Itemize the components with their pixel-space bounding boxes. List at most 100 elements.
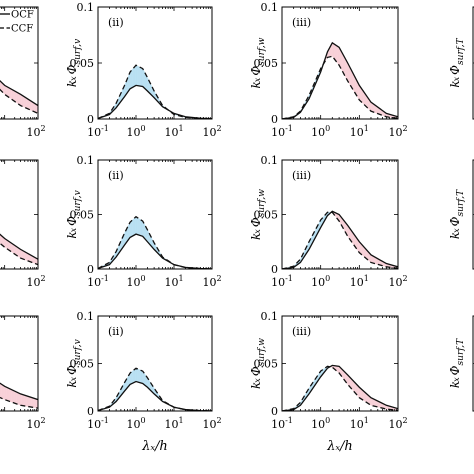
- x-tick-exponent: 2: [40, 416, 45, 425]
- y-axis-label-sub: surf,v: [73, 339, 83, 365]
- plot-area: [98, 215, 212, 269]
- series-line-ccf: [98, 215, 212, 269]
- panel-r1c4: kxΦsurf,T: [448, 6, 474, 120]
- y-axis-label: kxΦsurf,T: [448, 338, 466, 388]
- x-tick-exponent: 0: [325, 274, 330, 283]
- panel-label: (ii): [108, 325, 124, 338]
- x-tick-base: 10: [350, 276, 364, 289]
- y-tick-label: 0.1: [77, 310, 95, 323]
- y-axis-label-phi: Φ: [249, 66, 263, 76]
- y-axis-label-kx: x: [253, 378, 262, 383]
- x-tick-base: 10: [202, 126, 216, 139]
- series-line-ccf: [282, 211, 398, 269]
- x-tick-label: 100: [311, 274, 330, 289]
- x-tick-label: 10-1: [87, 416, 109, 431]
- plot-area: [282, 41, 398, 119]
- x-tick-label: 101: [164, 124, 183, 139]
- x-tick-exponent: 0: [140, 274, 145, 283]
- x-tick-exponent: 1: [364, 124, 369, 133]
- x-axis-label: λₓ/h: [141, 439, 168, 454]
- y-axis-label: kxΦsurf,w: [249, 338, 267, 389]
- x-tick-label: 102: [26, 124, 45, 139]
- series-line-ccf: [98, 367, 212, 411]
- series-line-ocf: [0, 79, 38, 107]
- x-tick-exponent: 2: [40, 274, 45, 283]
- x-tick-base: 10: [126, 418, 140, 431]
- x-tick-exponent: -1: [285, 124, 293, 133]
- x-tick-exponent: 0: [325, 124, 330, 133]
- plot-area: [282, 364, 398, 411]
- x-tick-exponent: 2: [216, 274, 221, 283]
- x-tick-label: 102: [388, 416, 407, 431]
- y-axis-label-phi: Φ: [65, 216, 79, 226]
- x-tick-base: 10: [164, 126, 178, 139]
- x-tick-label: 101: [350, 274, 369, 289]
- x-tick-exponent: -1: [285, 416, 293, 425]
- plot-area: [0, 233, 38, 266]
- x-tick-base: 10: [26, 276, 40, 289]
- x-tick-base: 10: [271, 276, 285, 289]
- x-tick-base: 10: [87, 418, 101, 431]
- y-axis-label: kxΦsurf,w: [249, 189, 267, 240]
- y-tick-label: 0.05: [70, 358, 95, 371]
- x-tick-exponent: -1: [101, 416, 109, 425]
- y-tick-label: 0: [87, 113, 94, 126]
- y-axis-label: kxΦsurf,v: [65, 339, 83, 387]
- x-tick-base: 10: [164, 276, 178, 289]
- y-axis-label-kx: x: [253, 229, 262, 234]
- y-axis-label-kx: x: [452, 377, 461, 382]
- x-tick-label: 10-1: [271, 416, 293, 431]
- y-axis-label-kx: x: [253, 77, 262, 82]
- y-axis-label-sub: surf,w: [257, 338, 267, 367]
- y-axis-label-phi: Φ: [65, 365, 79, 375]
- x-tick-base: 10: [202, 418, 216, 431]
- y-tick-label: 0.05: [254, 209, 279, 222]
- y-axis-label-kx: x: [452, 228, 461, 233]
- x-tick-label: 100: [126, 416, 145, 431]
- y-tick-label: 0: [87, 405, 94, 418]
- x-tick-base: 10: [26, 126, 40, 139]
- x-tick-exponent: 0: [140, 124, 145, 133]
- x-tick-exponent: 1: [178, 416, 183, 425]
- x-tick-label: 102: [26, 416, 45, 431]
- y-tick-label: 0.1: [261, 1, 279, 14]
- series-line-ocf: [0, 382, 38, 401]
- x-tick-label: 10-1: [271, 124, 293, 139]
- x-tick-exponent: 2: [402, 124, 407, 133]
- y-tick-label: 0: [87, 263, 94, 276]
- y-tick-label: 0.1: [77, 154, 95, 167]
- panel-label: (iii): [292, 325, 311, 338]
- x-tick-exponent: 2: [216, 416, 221, 425]
- y-tick-label: 0: [271, 113, 278, 126]
- x-tick-label: 101: [350, 416, 369, 431]
- panel-r2c4: kxΦsurf,T: [448, 159, 474, 270]
- series-line-ccf: [0, 396, 38, 409]
- legend-label-ocf: OCF: [11, 10, 34, 21]
- series-line-ocf: [282, 364, 398, 411]
- y-axis-label-k: k: [249, 81, 263, 88]
- panel-r3c1: 102: [0, 315, 46, 431]
- plot-area: [282, 210, 398, 269]
- plot-area: [98, 367, 212, 411]
- x-tick-base: 10: [126, 126, 140, 139]
- y-tick-label: 0.05: [254, 358, 279, 371]
- x-tick-base: 10: [350, 126, 364, 139]
- x-tick-label: 102: [388, 124, 407, 139]
- y-axis-label-k: k: [65, 380, 79, 387]
- y-tick-label: 0: [271, 263, 278, 276]
- x-tick-label: 100: [126, 274, 145, 289]
- panel-label: (iii): [292, 169, 311, 182]
- series-line-ocf: [0, 233, 38, 260]
- x-tick-exponent: 1: [178, 274, 183, 283]
- y-axis-label: kxΦsurf,T: [448, 189, 466, 239]
- x-tick-exponent: -1: [101, 124, 109, 133]
- y-tick-label: 0.05: [70, 57, 95, 70]
- x-tick-exponent: 1: [178, 124, 183, 133]
- x-tick-base: 10: [87, 276, 101, 289]
- plot-area: [98, 64, 212, 119]
- series-line-ocf: [98, 380, 212, 411]
- y-axis-label-kx: x: [69, 76, 78, 81]
